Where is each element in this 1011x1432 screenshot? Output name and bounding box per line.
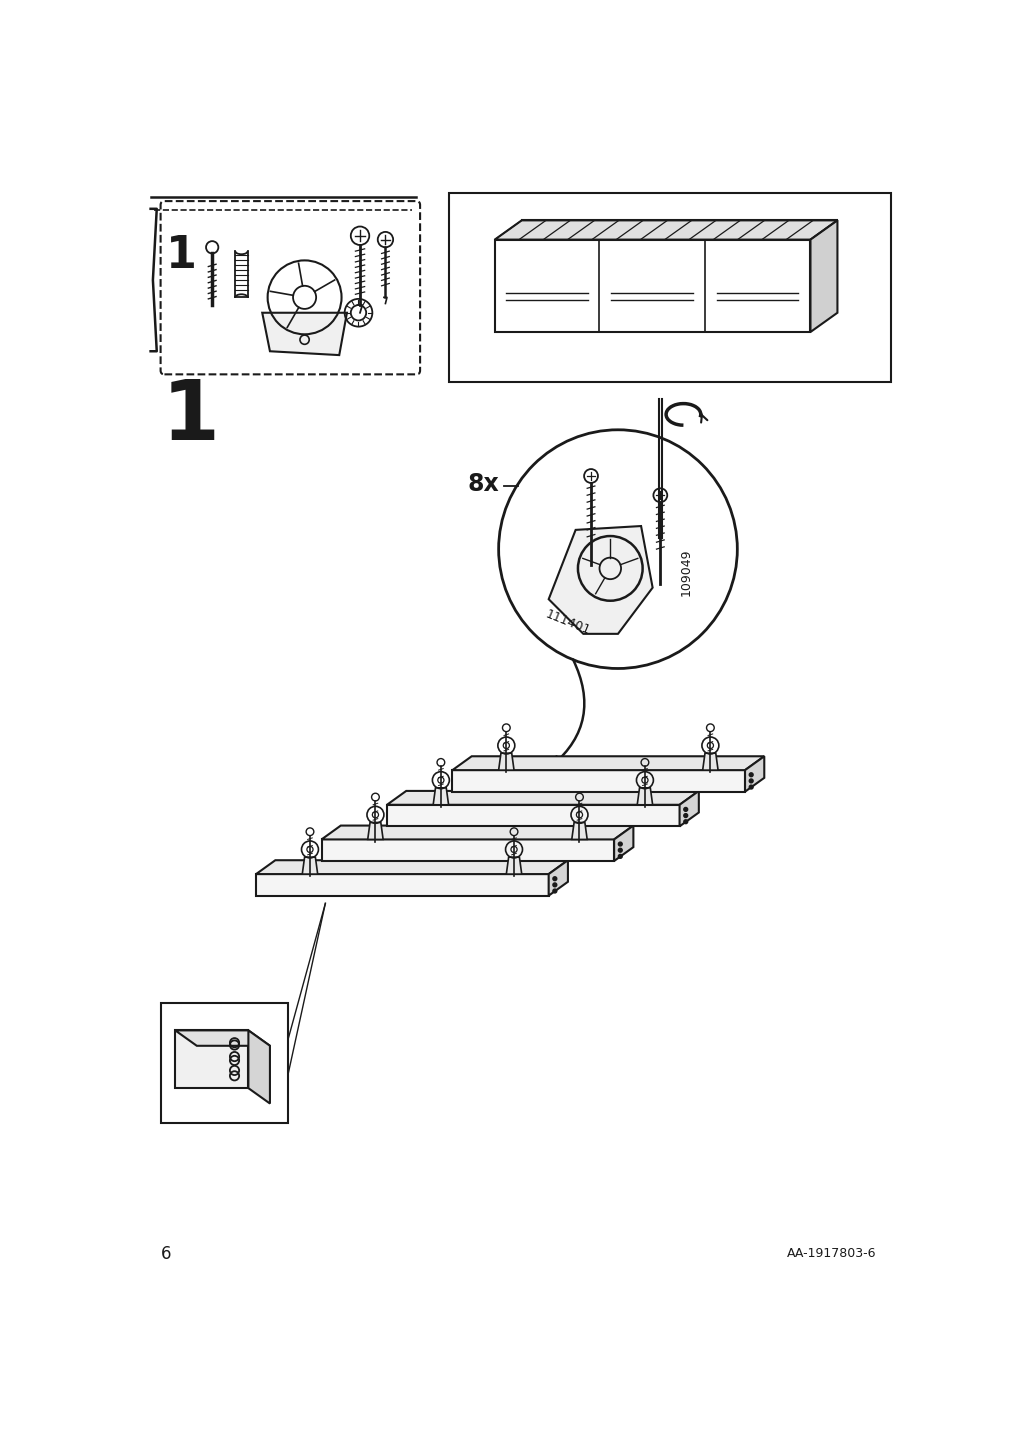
Polygon shape [548,861,567,895]
Polygon shape [679,790,699,826]
Circle shape [748,785,752,789]
Polygon shape [302,858,317,874]
Circle shape [552,889,556,894]
Polygon shape [744,756,763,792]
Polygon shape [810,221,837,332]
Circle shape [618,848,622,852]
Bar [161,1004,288,1123]
Polygon shape [702,753,718,770]
Polygon shape [433,788,448,805]
Circle shape [618,855,622,858]
Polygon shape [637,788,652,805]
Circle shape [683,813,687,818]
Circle shape [683,808,687,812]
Text: 6: 6 [161,1244,172,1263]
Polygon shape [452,756,763,770]
Polygon shape [262,312,347,355]
Polygon shape [321,826,633,839]
Text: 109049: 109049 [678,548,692,596]
Circle shape [683,819,687,823]
FancyBboxPatch shape [161,200,420,374]
Polygon shape [175,1031,270,1045]
Polygon shape [256,861,567,874]
Bar [175,1031,248,1088]
Bar [452,770,744,792]
Text: AA-1917803-6: AA-1917803-6 [786,1247,876,1260]
Polygon shape [506,858,522,874]
Bar [321,839,614,861]
Bar [256,874,548,895]
Polygon shape [571,822,586,839]
Polygon shape [548,526,652,634]
Circle shape [552,876,556,881]
Bar [494,239,810,332]
Polygon shape [494,221,837,239]
Polygon shape [248,1031,270,1104]
Polygon shape [498,753,514,770]
Bar [448,193,891,382]
Circle shape [552,884,556,886]
Polygon shape [614,826,633,861]
Circle shape [748,773,752,776]
Text: 8x: 8x [467,471,499,495]
Circle shape [618,842,622,846]
Polygon shape [386,790,699,805]
Circle shape [748,779,752,783]
Text: 1: 1 [161,377,219,457]
Text: 1: 1 [166,233,197,276]
Bar [386,805,679,826]
Text: 111401: 111401 [543,607,591,637]
Polygon shape [367,822,383,839]
